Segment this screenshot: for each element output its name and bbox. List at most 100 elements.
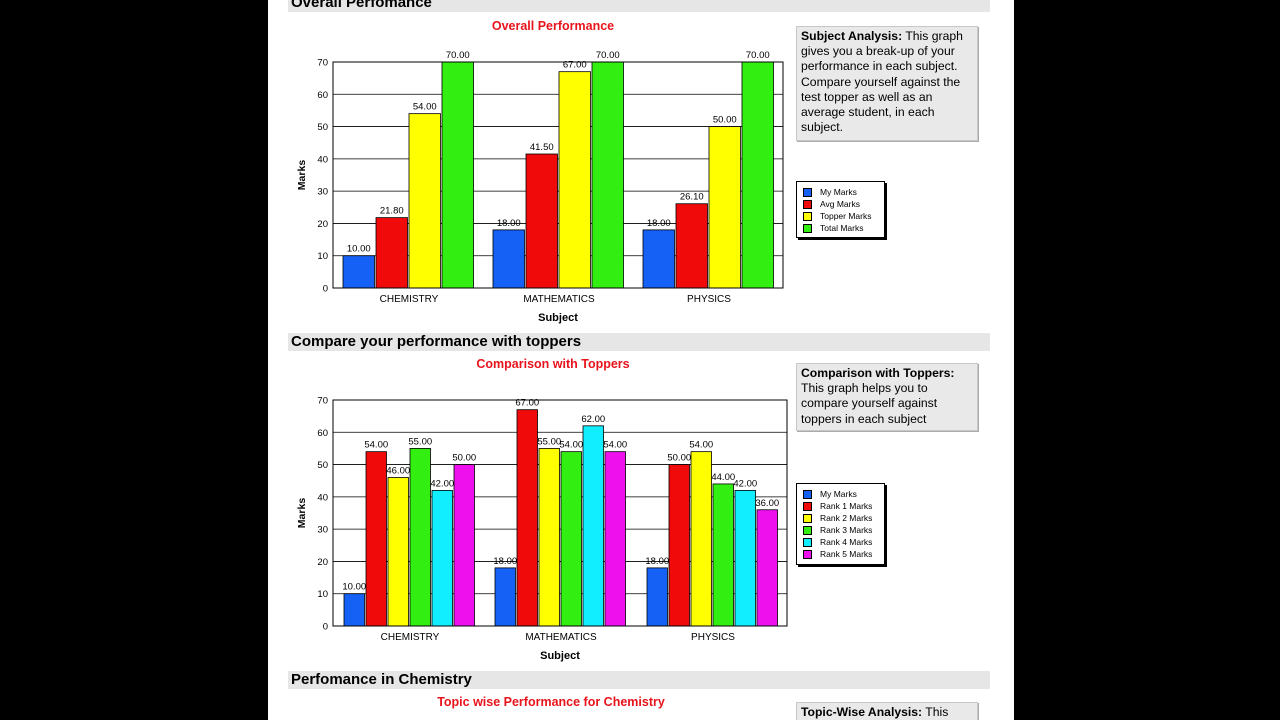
data-label: 46.00 bbox=[386, 465, 410, 476]
y-tick-label: 60 bbox=[317, 428, 328, 439]
data-label: 54.00 bbox=[603, 440, 627, 451]
y-tick-label: 50 bbox=[317, 460, 328, 471]
legend-label: Rank 2 Marks bbox=[820, 513, 873, 523]
data-label: 10.00 bbox=[342, 582, 366, 593]
legend-label: Rank 5 Marks bbox=[820, 549, 873, 559]
legend-item: Rank 1 Marks bbox=[803, 500, 878, 512]
note-title: Comparison with Toppers: bbox=[801, 366, 955, 380]
bar bbox=[646, 567, 668, 627]
legend-swatch bbox=[803, 187, 812, 197]
y-tick-label: 10 bbox=[317, 251, 328, 262]
legend-label: Topper Marks bbox=[820, 211, 872, 221]
legend-swatch bbox=[803, 501, 812, 511]
comparison-toppers-chart: 0 10 20 30 40 50 60 70 10.00 18.00 18.00 54.00 67.00… bbox=[296, 396, 788, 662]
bar bbox=[582, 425, 604, 627]
x-tick-label: MATHEMATICS bbox=[523, 294, 595, 305]
bar bbox=[343, 593, 365, 627]
y-tick-label: 40 bbox=[317, 492, 328, 503]
bar bbox=[441, 61, 474, 289]
bar bbox=[538, 448, 560, 627]
data-label: 42.00 bbox=[733, 478, 757, 489]
bar bbox=[558, 71, 591, 289]
chart-title-chemistry: Topic wise Performance for Chemistry bbox=[437, 695, 665, 709]
note-text: This bbox=[922, 705, 949, 719]
data-label: 26.10 bbox=[680, 192, 704, 203]
data-label: 50.00 bbox=[667, 453, 691, 464]
y-tick-label: 40 bbox=[317, 154, 328, 165]
y-tick-label: 70 bbox=[317, 396, 328, 407]
bar bbox=[708, 126, 741, 289]
legend-item: Rank 4 Marks bbox=[803, 536, 878, 548]
legend-swatch bbox=[803, 223, 812, 233]
section-heading-toppers: Compare your performance with toppers bbox=[288, 333, 990, 351]
data-label: 18.00 bbox=[493, 556, 517, 567]
bar bbox=[387, 477, 409, 627]
note-text: This graph helps you to compare yourself… bbox=[801, 381, 938, 426]
legend-swatch bbox=[803, 513, 812, 523]
note-title: Topic-Wise Analysis: bbox=[801, 705, 923, 719]
x-tick-label: CHEMISTRY bbox=[380, 294, 439, 305]
legend-swatch bbox=[803, 199, 812, 209]
legend-item: My Marks bbox=[803, 488, 878, 500]
topic-analysis-note: Topic-Wise Analysis: This bbox=[796, 702, 978, 720]
legend-item: Rank 3 Marks bbox=[803, 524, 878, 536]
bar bbox=[668, 464, 690, 627]
x-tick-label: MATHEMATICS bbox=[525, 632, 597, 643]
bar bbox=[712, 483, 734, 627]
legend-label: My Marks bbox=[820, 489, 857, 499]
data-label: 67.00 bbox=[563, 60, 587, 71]
bar bbox=[604, 451, 626, 627]
bar bbox=[642, 229, 675, 289]
note-text: This graph gives you a break-up of your … bbox=[801, 29, 963, 135]
y-axis-label: Marks bbox=[296, 498, 308, 529]
y-tick-label: 20 bbox=[317, 557, 328, 568]
x-tick-label: PHYSICS bbox=[687, 294, 731, 305]
bar bbox=[525, 153, 558, 289]
x-tick-label: PHYSICS bbox=[691, 632, 735, 643]
legend-swatch bbox=[803, 489, 812, 499]
legend-label: Rank 4 Marks bbox=[820, 537, 873, 547]
y-tick-label: 60 bbox=[317, 90, 328, 101]
bar bbox=[560, 451, 582, 627]
bar bbox=[690, 451, 712, 627]
data-label: 54.00 bbox=[364, 440, 388, 451]
bar bbox=[365, 451, 387, 627]
bar bbox=[453, 464, 475, 627]
data-label: 42.00 bbox=[430, 478, 454, 489]
bar bbox=[494, 567, 516, 627]
report-page: Overall Perfomance Overall Performance 0… bbox=[268, 0, 1014, 720]
legend-label: My Marks bbox=[820, 187, 857, 197]
bar bbox=[408, 113, 441, 289]
data-label: 67.00 bbox=[515, 398, 539, 409]
bar bbox=[734, 489, 756, 627]
data-label: 54.00 bbox=[559, 440, 583, 451]
data-label: 70.00 bbox=[446, 50, 470, 61]
legend-item: Topper Marks bbox=[803, 210, 878, 222]
section-heading-chemistry: Perfomance in Chemistry bbox=[288, 671, 990, 689]
note-title: Subject Analysis: bbox=[801, 29, 903, 43]
section-heading-overall: Overall Perfomance bbox=[288, 0, 990, 12]
data-label: 62.00 bbox=[581, 414, 605, 425]
plot-frame bbox=[332, 61, 784, 289]
data-label: 18.00 bbox=[497, 218, 521, 229]
legend-item: Total Marks bbox=[803, 222, 878, 234]
chart-title-overall: Overall Performance bbox=[491, 19, 615, 33]
legend-label: Rank 3 Marks bbox=[820, 525, 873, 535]
y-tick-label: 10 bbox=[317, 589, 328, 600]
data-label: 70.00 bbox=[746, 50, 770, 61]
x-tick-label: CHEMISTRY bbox=[381, 632, 440, 643]
data-label: 21.80 bbox=[380, 206, 404, 217]
overall-chart-legend: My Marks Avg Marks Topper Marks Total Marks bbox=[796, 181, 885, 238]
bar bbox=[375, 217, 408, 289]
y-tick-label: 0 bbox=[323, 622, 328, 633]
legend-swatch bbox=[803, 525, 812, 535]
legend-item: Rank 5 Marks bbox=[803, 548, 878, 560]
data-label: 55.00 bbox=[537, 436, 561, 447]
legend-swatch bbox=[803, 537, 812, 547]
legend-label: Avg Marks bbox=[820, 199, 860, 209]
y-tick-label: 50 bbox=[317, 122, 328, 133]
y-tick-label: 0 bbox=[323, 284, 328, 295]
data-label: 50.00 bbox=[713, 115, 737, 126]
chart-title-toppers: Comparison with Toppers bbox=[476, 357, 630, 371]
data-label: 54.00 bbox=[689, 440, 713, 451]
